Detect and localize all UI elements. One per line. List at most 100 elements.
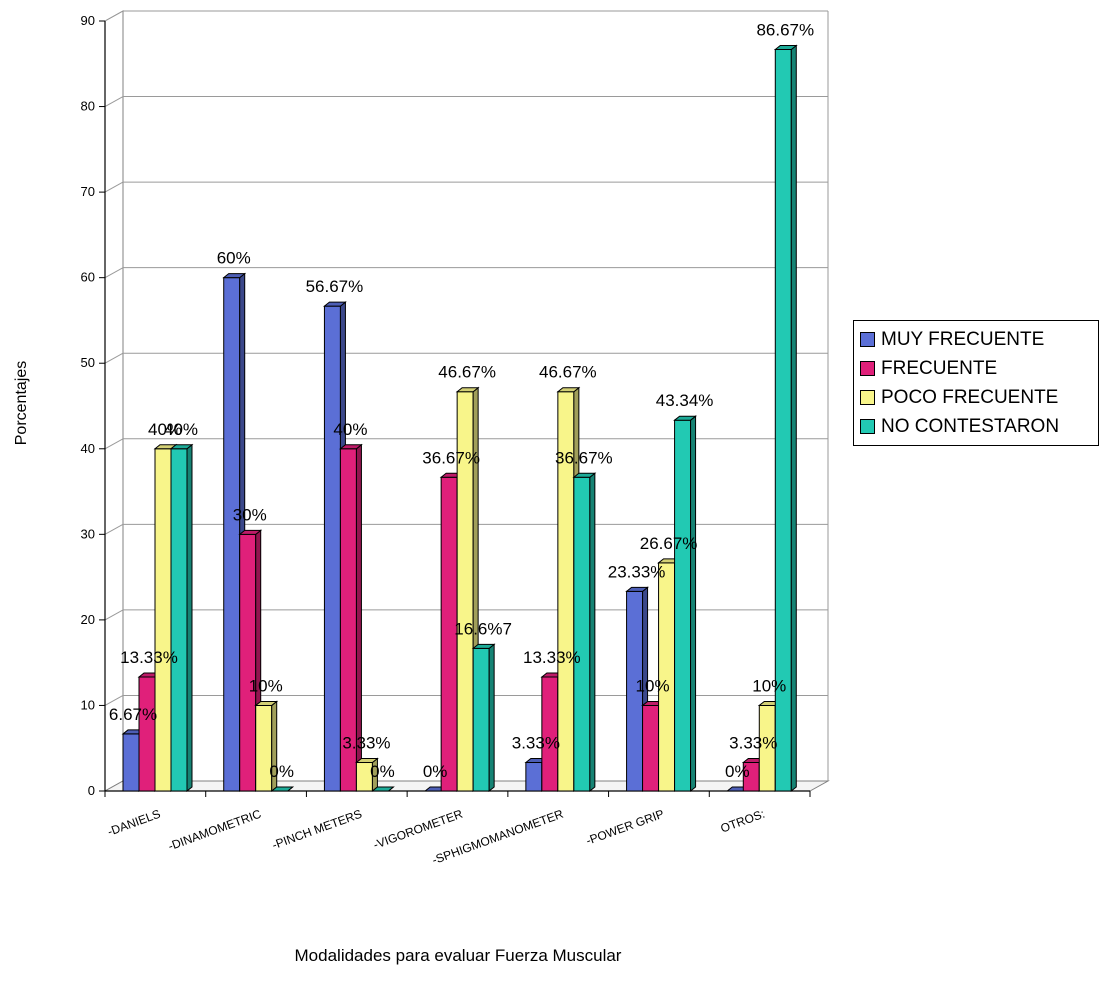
bar-top (371, 786, 395, 792)
bar-front (154, 448, 172, 792)
y-tick-label: 20 (81, 612, 95, 627)
data-label: 10% (636, 676, 670, 695)
bar-top (254, 700, 279, 706)
gridline-side (104, 267, 124, 279)
data-label: 16.6%7 (454, 619, 512, 638)
data-label: 3.33% (342, 734, 390, 753)
gridline-side (104, 96, 124, 107)
bar-front (223, 277, 241, 792)
legend-item: NO CONTESTARON (860, 412, 1092, 441)
bar-top (455, 387, 480, 393)
bar (254, 700, 279, 793)
bar-top (238, 529, 263, 535)
bar-side (690, 415, 697, 793)
y-tick-label: 70 (81, 184, 95, 199)
data-label: 10% (752, 676, 786, 695)
gridline-side (104, 352, 124, 364)
legend-item: POCO FRECUENTE (860, 383, 1092, 412)
data-label: 13.33% (120, 648, 178, 667)
x-tick-label: -DANIELS (106, 807, 163, 839)
bar-front (573, 476, 591, 792)
bar (673, 415, 697, 793)
data-label: 13.33% (523, 648, 581, 667)
chart-data-labels: 6.67%13.33%40%40%60%30%10%0%56.67%40%3.3… (109, 20, 814, 781)
gridline-side (104, 181, 124, 193)
legend-item: MUY FRECUENTE (860, 325, 1092, 354)
y-tick-label: 0 (88, 783, 95, 798)
y-tick-label: 80 (81, 99, 95, 114)
data-label: 0% (725, 762, 750, 781)
bar-top (355, 758, 379, 764)
bar-front (323, 305, 341, 792)
bar-top (222, 273, 247, 279)
chart-bars (121, 44, 798, 793)
data-label: 60% (217, 249, 251, 268)
data-label: 3.33% (729, 734, 777, 753)
gridline-side (104, 609, 124, 621)
bar-front (525, 762, 543, 792)
bar (169, 443, 194, 793)
chart-legend: MUY FRECUENTE FRECUENTE POCO FRECUENTE NO C… (853, 320, 1099, 446)
bar-top (270, 786, 295, 792)
data-label: 3.33% (512, 734, 560, 753)
bar (355, 757, 379, 793)
bar-top (773, 44, 798, 50)
bar (773, 44, 798, 793)
x-axis-label: Modalidades para evaluar Fuerza Muscular (294, 946, 622, 965)
y-tick-label: 60 (81, 270, 95, 285)
legend-swatch (860, 390, 875, 405)
data-label: 56.67% (306, 277, 364, 296)
gridline-side (104, 438, 124, 450)
gridline-side (104, 10, 124, 22)
bar-top (625, 586, 649, 592)
gridline-side (104, 523, 124, 535)
legend-label: MUY FRECUENTE (881, 328, 1045, 350)
bar-side (186, 443, 193, 793)
legend-swatch (860, 332, 875, 347)
data-label: 36.67% (422, 448, 480, 467)
data-label: 36.67% (555, 448, 613, 467)
gridline-side (104, 695, 124, 706)
bar-front (170, 448, 188, 792)
x-tick-label: -DINAMOMETRIC (166, 807, 263, 854)
data-label: 40% (148, 420, 182, 439)
data-label: 46.67% (539, 363, 597, 382)
data-label: 26.67% (640, 534, 698, 553)
y-axis-label: Porcentajes (13, 360, 30, 446)
bar-side (589, 472, 596, 793)
bar-top (339, 444, 363, 450)
bar (471, 643, 496, 793)
bar-front (122, 733, 140, 792)
bar-front (674, 419, 692, 792)
bar-front (472, 647, 490, 792)
data-label: 10% (249, 676, 283, 695)
data-label: 0% (370, 762, 395, 781)
legend-item: FRECUENTE (860, 354, 1092, 383)
bar-top (323, 301, 347, 307)
y-tick-label: 30 (81, 526, 95, 541)
bar-front (642, 704, 660, 792)
bar (572, 472, 597, 793)
data-label: 0% (423, 762, 448, 781)
data-label: 43.34% (656, 391, 714, 410)
data-label: 6.67% (109, 705, 157, 724)
y-tick-label: 40 (81, 441, 95, 456)
data-label: 23.33% (608, 562, 666, 581)
bar-top (471, 643, 496, 649)
legend-label: POCO FRECUENTE (881, 386, 1059, 408)
legend-label: NO CONTESTARON (881, 415, 1060, 437)
y-tick-label: 10 (81, 697, 95, 712)
bar-side (488, 643, 495, 793)
x-tick-label: -POWER GRIP (584, 807, 666, 848)
bar-front (239, 533, 257, 792)
y-tick-label: 90 (81, 13, 95, 28)
bar (339, 443, 363, 793)
data-label: 40% (333, 420, 367, 439)
bar (270, 786, 295, 792)
x-tick-label: -PINCH METERS (270, 807, 364, 853)
bar-top (673, 415, 697, 421)
legend-swatch (860, 361, 875, 376)
bar-top (556, 387, 581, 393)
x-tick-label: OTROS: (719, 807, 767, 836)
